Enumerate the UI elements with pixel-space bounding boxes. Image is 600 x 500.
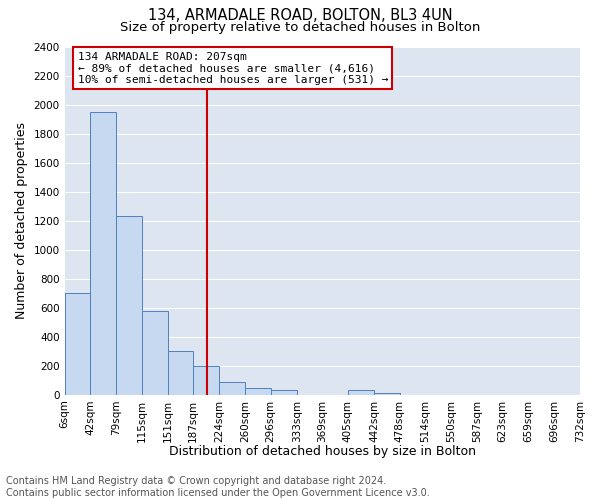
Text: Size of property relative to detached houses in Bolton: Size of property relative to detached ho… bbox=[120, 21, 480, 34]
Bar bbox=[348, 390, 374, 394]
Bar bbox=[116, 216, 142, 394]
Text: 134, ARMADALE ROAD, BOLTON, BL3 4UN: 134, ARMADALE ROAD, BOLTON, BL3 4UN bbox=[148, 8, 452, 22]
X-axis label: Distribution of detached houses by size in Bolton: Distribution of detached houses by size … bbox=[169, 444, 476, 458]
Bar bbox=[220, 382, 245, 394]
Bar bbox=[271, 390, 297, 394]
Text: 134 ARMADALE ROAD: 207sqm
← 89% of detached houses are smaller (4,616)
10% of se: 134 ARMADALE ROAD: 207sqm ← 89% of detac… bbox=[77, 52, 388, 85]
Y-axis label: Number of detached properties: Number of detached properties bbox=[15, 122, 28, 319]
Text: Contains HM Land Registry data © Crown copyright and database right 2024.
Contai: Contains HM Land Registry data © Crown c… bbox=[6, 476, 430, 498]
Bar bbox=[142, 312, 167, 394]
Bar bbox=[245, 388, 271, 394]
Bar bbox=[90, 112, 116, 395]
Bar bbox=[193, 366, 220, 394]
Bar bbox=[65, 293, 90, 394]
Bar bbox=[167, 351, 193, 395]
